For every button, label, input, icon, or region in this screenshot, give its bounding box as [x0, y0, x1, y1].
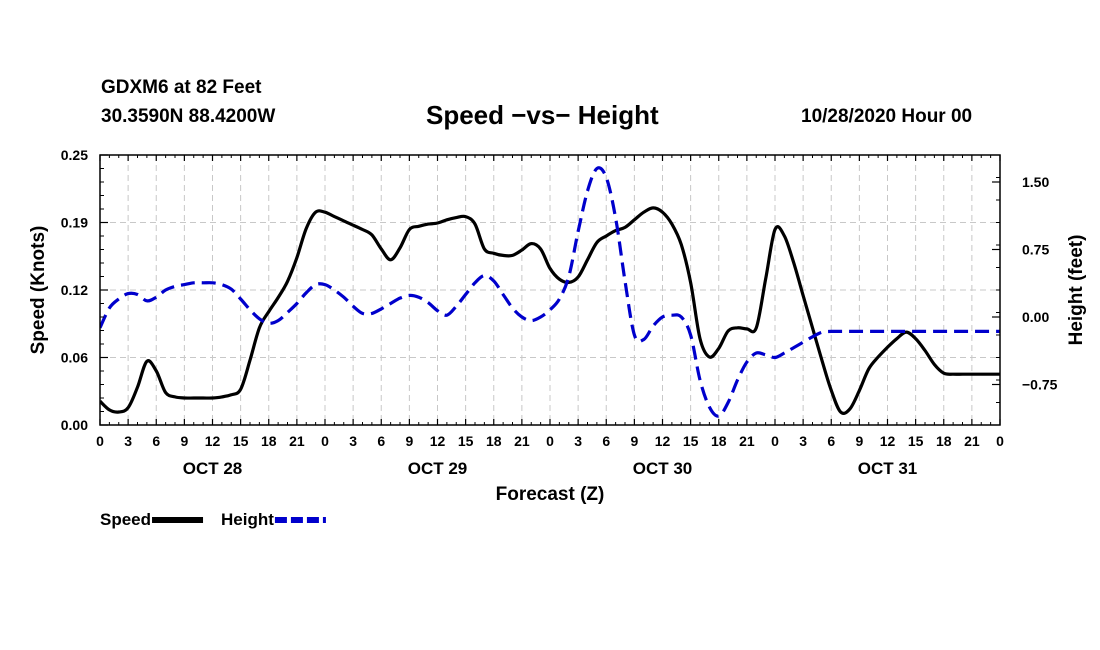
- chart-grid: [100, 155, 1000, 425]
- x-tick-label: 15: [908, 433, 924, 449]
- x-tick-label: 0: [996, 433, 1004, 449]
- y-left-tick-label: 0.25: [61, 147, 88, 163]
- x-tick-label: 12: [430, 433, 446, 449]
- x-tick-label: 21: [739, 433, 755, 449]
- y-right-axis-title: Height (feet): [1066, 235, 1087, 346]
- x-tick-label: 9: [405, 433, 413, 449]
- x-tick-label: 3: [799, 433, 807, 449]
- x-tick-label: 18: [711, 433, 727, 449]
- day-label: OCT 28: [183, 459, 243, 478]
- day-label: OCT 30: [633, 459, 693, 478]
- y-right-tick-label: 0.75: [1022, 242, 1049, 258]
- x-tick-label: 0: [96, 433, 104, 449]
- y-right-tick-label: 1.50: [1022, 174, 1049, 190]
- x-tick-label: 0: [771, 433, 779, 449]
- y-left-axis-title: Speed (Knots): [28, 226, 49, 355]
- x-tick-label: 3: [124, 433, 132, 449]
- x-tick-label: 0: [546, 433, 554, 449]
- x-tick-label: 9: [630, 433, 638, 449]
- axis-ticks: [99, 154, 1001, 426]
- legend-label-speed: Speed: [100, 510, 151, 529]
- forecast-datetime: 10/28/2020 Hour 00: [801, 106, 973, 127]
- x-tick-label: 15: [458, 433, 474, 449]
- x-tick-label: 9: [180, 433, 188, 449]
- chart-title: Speed −vs− Height: [426, 100, 659, 130]
- y-right-tick-label: 0.00: [1022, 309, 1049, 325]
- x-tick-label: 15: [233, 433, 249, 449]
- x-tick-label: 18: [936, 433, 952, 449]
- station-label: GDXM6 at 82 Feet: [101, 77, 262, 98]
- x-tick-label: 18: [261, 433, 277, 449]
- x-tick-label: 6: [152, 433, 160, 449]
- x-tick-label: 12: [205, 433, 221, 449]
- x-tick-label: 18: [486, 433, 502, 449]
- day-label: OCT 31: [858, 459, 918, 478]
- series-layer: [100, 166, 1000, 418]
- axis-labels: 0 3 6 9 12 15 18 21 0 3 6 9 12 15 18 21 0 3 6 9 12 15 18 21 0 3 6 9…: [28, 147, 1087, 505]
- coordinates-label: 30.3590N 88.4200W: [101, 106, 276, 127]
- legend-label-height: Height: [221, 510, 274, 529]
- x-tick-label: 21: [514, 433, 530, 449]
- x-tick-label: 0: [321, 433, 329, 449]
- x-tick-label: 6: [602, 433, 610, 449]
- series-line-height: [100, 166, 1000, 418]
- series-line-speed: [100, 206, 1000, 415]
- x-tick-label: 21: [289, 433, 305, 449]
- x-tick-label: 6: [377, 433, 385, 449]
- x-tick-label: 3: [574, 433, 582, 449]
- day-label: OCT 29: [408, 459, 468, 478]
- x-tick-label: 15: [683, 433, 699, 449]
- y-left-tick-label: 0.00: [61, 417, 88, 433]
- x-tick-label: 3: [349, 433, 357, 449]
- y-left-tick-label: 0.12: [61, 282, 88, 298]
- x-tick-label: 21: [964, 433, 980, 449]
- x-tick-label: 6: [827, 433, 835, 449]
- y-right-tick-label: −0.75: [1022, 377, 1058, 393]
- x-tick-label: 9: [855, 433, 863, 449]
- x-tick-label: 12: [880, 433, 896, 449]
- x-tick-label: 12: [655, 433, 671, 449]
- x-axis-title: Forecast (Z): [496, 484, 605, 505]
- y-left-tick-label: 0.19: [61, 215, 88, 231]
- chart-legend: Speed Height: [100, 510, 326, 529]
- y-left-tick-label: 0.06: [61, 350, 88, 366]
